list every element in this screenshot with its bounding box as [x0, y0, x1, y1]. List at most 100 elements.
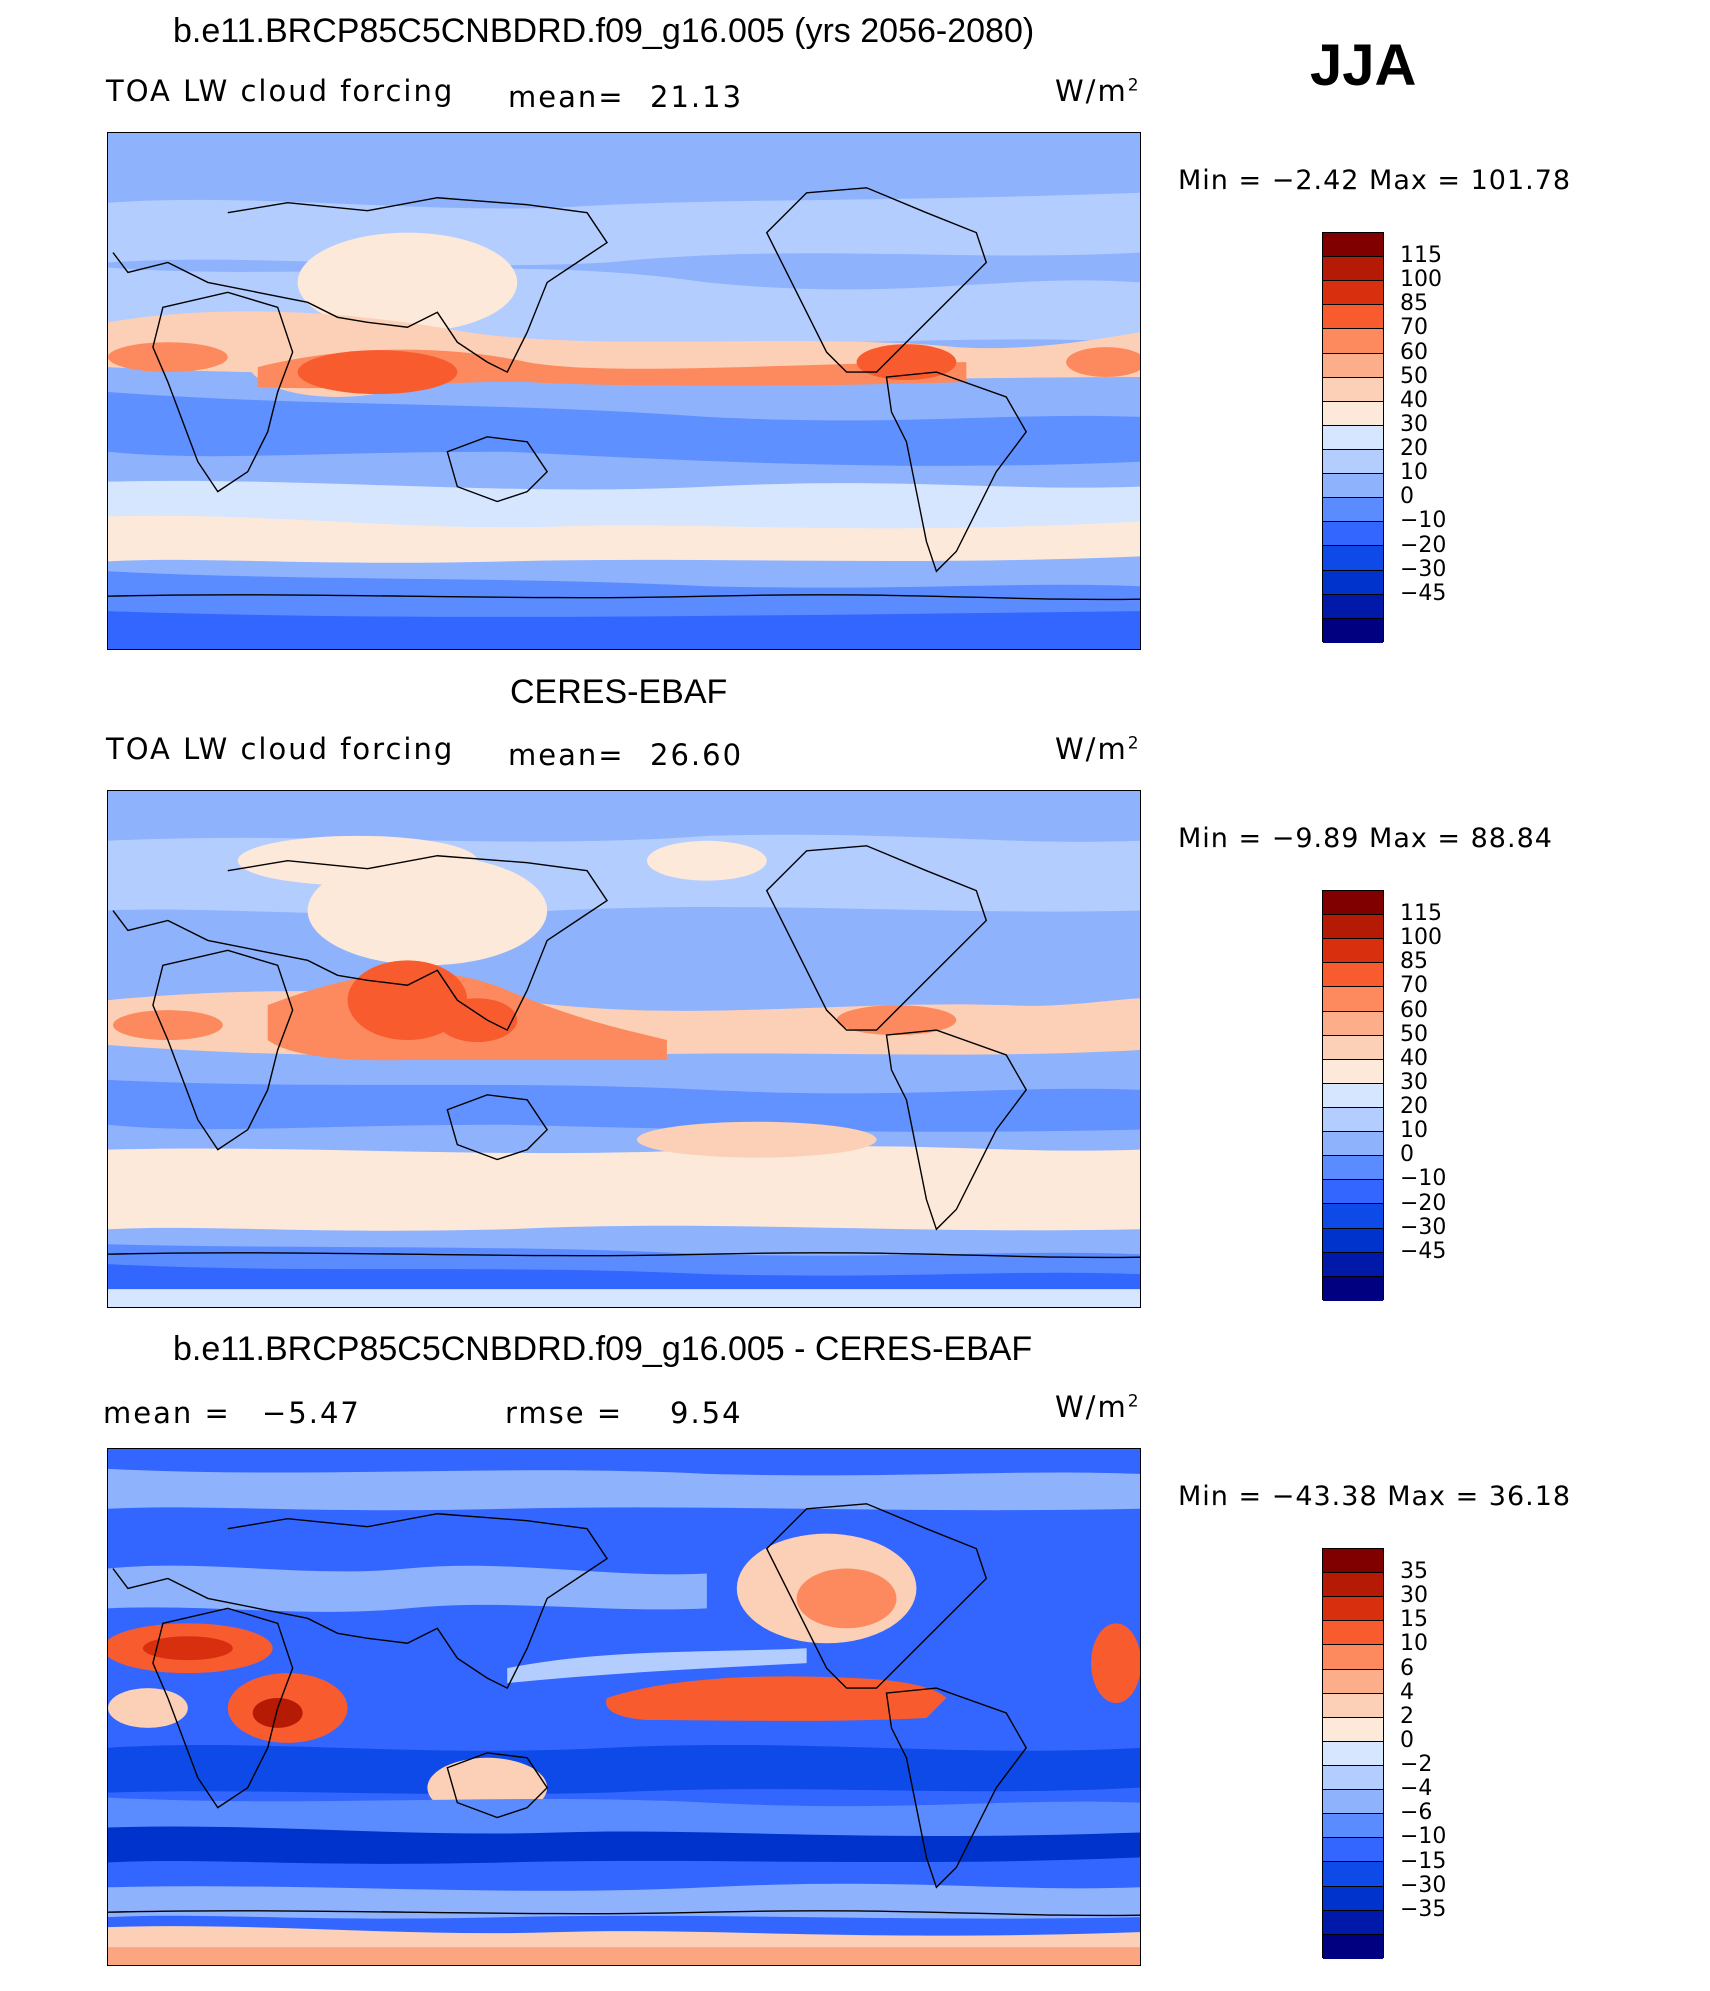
- panel1-mean-value: 21.13: [650, 80, 744, 114]
- colorbar-box: [1323, 570, 1383, 595]
- colorbar-box: [1323, 891, 1383, 916]
- colorbar-box: [1323, 1059, 1383, 1084]
- colorbar-box: [1323, 594, 1383, 619]
- panel3-title: b.e11.BRCP85C5CNBDRD.f09_g16.005 - CERES…: [173, 1330, 1033, 1368]
- colorbar-box: [1323, 1814, 1383, 1839]
- colorbar-box: [1323, 1276, 1383, 1301]
- colorbar-tick-label: 30: [1400, 1069, 1428, 1095]
- panel3-rmse-label: rmse =: [505, 1396, 624, 1430]
- panel2-minmax: Min = −9.89 Max = 88.84: [1178, 823, 1553, 854]
- colorbar-box: [1323, 546, 1383, 571]
- colorbar-tick-label: 10: [1400, 460, 1428, 486]
- colorbar-tick-label: −10: [1400, 1824, 1447, 1850]
- colorbar-tick-label: 50: [1400, 1021, 1428, 1047]
- colorbar-tick-label: −45: [1400, 1238, 1447, 1264]
- colorbar-box: [1323, 1645, 1383, 1670]
- panel2-mean-value: 26.60: [650, 738, 744, 772]
- colorbar-tick-label: 50: [1400, 363, 1428, 389]
- panel3-colorbar: [1322, 1548, 1384, 1959]
- colorbar-tick-label: 30: [1400, 411, 1428, 437]
- colorbar-box: [1323, 1693, 1383, 1718]
- colorbar-box: [1323, 353, 1383, 378]
- panel2-units: W/m2: [1055, 732, 1141, 766]
- colorbar-tick-label: 4: [1400, 1679, 1414, 1705]
- colorbar-tick-label: −30: [1400, 1872, 1447, 1898]
- colorbar-box: [1323, 1621, 1383, 1646]
- panel2-map: [107, 790, 1141, 1308]
- colorbar-box: [1323, 939, 1383, 964]
- colorbar-box: [1323, 1934, 1383, 1959]
- panel1-colorbar: [1322, 232, 1384, 643]
- colorbar-box: [1323, 1862, 1383, 1887]
- colorbar-box: [1323, 449, 1383, 475]
- panel1-title: b.e11.BRCP85C5CNBDRD.f09_g16.005 (yrs 20…: [173, 12, 1035, 50]
- colorbar-tick-label: 0: [1400, 1727, 1414, 1753]
- colorbar-tick-label: 0: [1400, 484, 1414, 510]
- colorbar-box: [1323, 1573, 1383, 1598]
- colorbar-box: [1323, 474, 1383, 499]
- panel3-map: [107, 1448, 1141, 1966]
- colorbar-tick-label: −4: [1400, 1776, 1433, 1802]
- colorbar-tick-label: 60: [1400, 339, 1428, 365]
- colorbar-box: [1323, 1228, 1383, 1253]
- colorbar-box: [1323, 1597, 1383, 1622]
- colorbar-tick-label: 70: [1400, 973, 1428, 999]
- colorbar-tick-label: −20: [1400, 1190, 1447, 1216]
- colorbar-box: [1323, 915, 1383, 940]
- colorbar-box: [1323, 401, 1383, 426]
- colorbar-tick-label: 30: [1400, 1583, 1428, 1609]
- colorbar-tick-label: 40: [1400, 387, 1428, 413]
- colorbar-box: [1323, 987, 1383, 1012]
- colorbar-box: [1323, 1669, 1383, 1694]
- panel1-mean-label: mean=: [508, 80, 625, 114]
- panel3-minmax: Min = −43.38 Max = 36.18: [1178, 1481, 1572, 1512]
- colorbar-tick-label: 2: [1400, 1703, 1414, 1729]
- colorbar-box: [1323, 1107, 1383, 1133]
- colorbar-tick-label: −20: [1400, 532, 1447, 558]
- panel2-variable-label: TOA LW cloud forcing: [106, 732, 455, 766]
- colorbar-box: [1323, 1180, 1383, 1205]
- panel1-units: W/m2: [1055, 74, 1141, 108]
- colorbar-tick-label: −30: [1400, 1214, 1447, 1240]
- panel2-colorbar: [1322, 890, 1384, 1301]
- colorbar-box: [1323, 233, 1383, 258]
- panel1-map: [107, 132, 1141, 650]
- colorbar-box: [1323, 1886, 1383, 1911]
- colorbar-tick-label: −45: [1400, 580, 1447, 606]
- panel3-mean-label: mean =: [103, 1396, 231, 1430]
- colorbar-box: [1323, 305, 1383, 330]
- colorbar-tick-label: 70: [1400, 315, 1428, 341]
- colorbar-box: [1323, 1790, 1383, 1815]
- colorbar-tick-label: 10: [1400, 1631, 1428, 1657]
- colorbar-tick-label: −6: [1400, 1800, 1433, 1826]
- colorbar-tick-label: −10: [1400, 1166, 1447, 1192]
- colorbar-box: [1323, 1035, 1383, 1060]
- panel2-title: CERES-EBAF: [510, 673, 728, 711]
- colorbar-box: [1323, 1204, 1383, 1229]
- colorbar-tick-label: 20: [1400, 1094, 1428, 1120]
- colorbar-box: [1323, 257, 1383, 282]
- colorbar-box: [1323, 1910, 1383, 1935]
- colorbar-box: [1323, 1011, 1383, 1036]
- colorbar-tick-label: −35: [1400, 1896, 1447, 1922]
- colorbar-tick-label: 85: [1400, 291, 1428, 317]
- colorbar-tick-label: −2: [1400, 1752, 1433, 1778]
- colorbar-box: [1323, 1252, 1383, 1277]
- colorbar-box: [1323, 1156, 1383, 1181]
- colorbar-tick-label: 20: [1400, 436, 1428, 462]
- colorbar-box: [1323, 1741, 1383, 1766]
- colorbar-box: [1323, 1549, 1383, 1574]
- colorbar-tick-label: 60: [1400, 997, 1428, 1023]
- panel3-units: W/m2: [1055, 1390, 1141, 1424]
- panel3-mean-value: −5.47: [262, 1396, 361, 1430]
- colorbar-tick-label: 10: [1400, 1118, 1428, 1144]
- colorbar-box: [1323, 329, 1383, 354]
- panel1-minmax: Min = −2.42 Max = 101.78: [1178, 165, 1572, 196]
- colorbar-tick-label: 100: [1400, 267, 1442, 293]
- colorbar-tick-label: 115: [1400, 901, 1442, 927]
- panel3-map-svg: [108, 1449, 1140, 1965]
- colorbar-box: [1323, 618, 1383, 643]
- panel3-rmse-value: 9.54: [670, 1396, 743, 1430]
- colorbar-tick-label: 35: [1400, 1559, 1428, 1585]
- colorbar-box: [1323, 1838, 1383, 1863]
